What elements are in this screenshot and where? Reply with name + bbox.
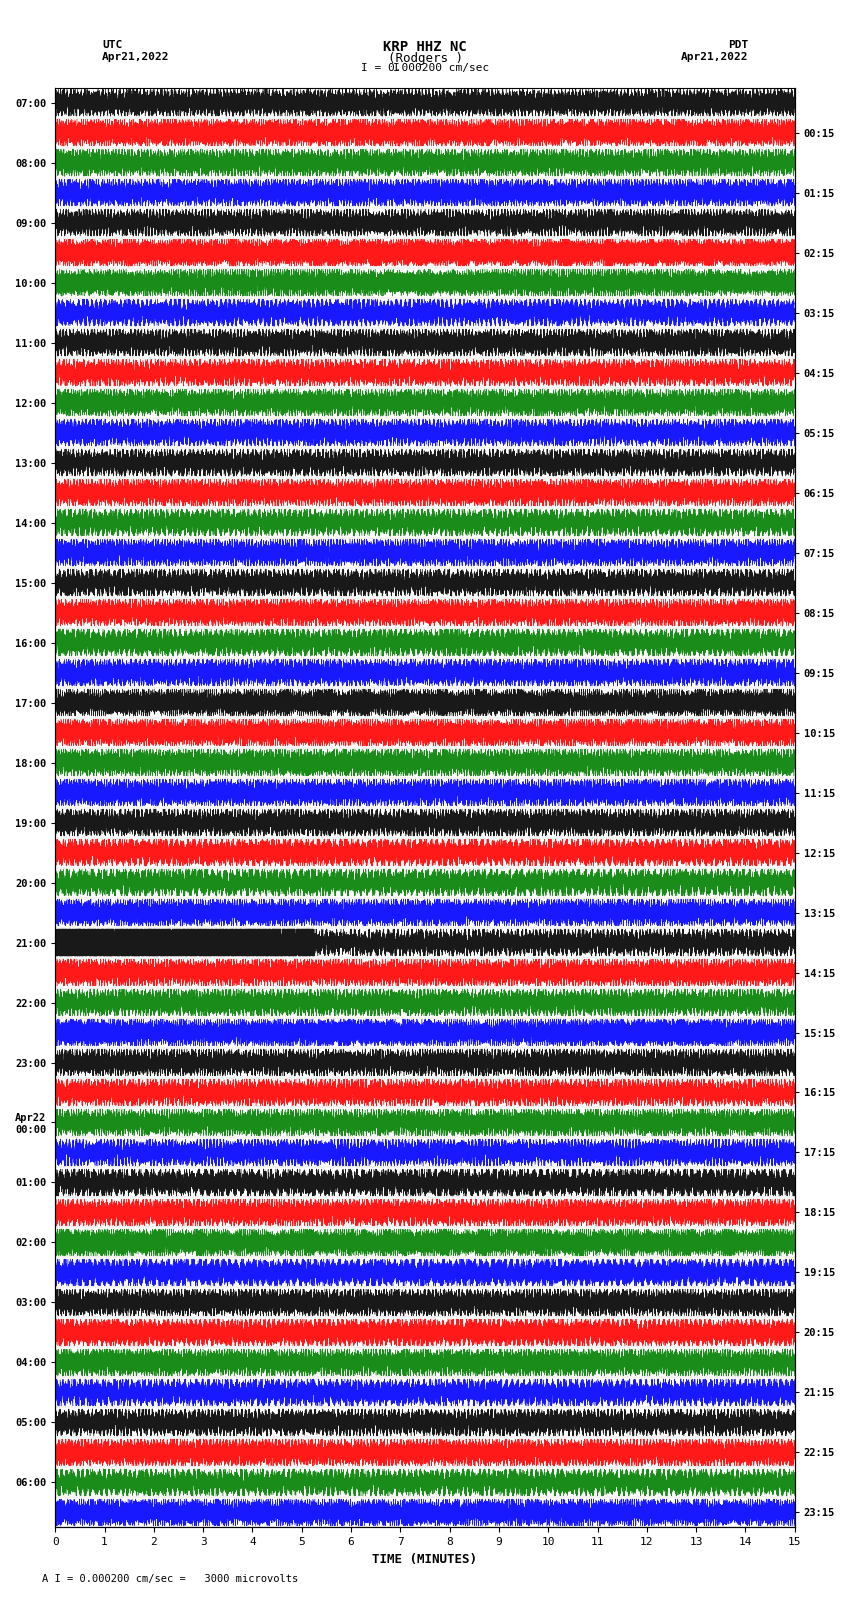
X-axis label: TIME (MINUTES): TIME (MINUTES) <box>372 1553 478 1566</box>
Text: I: I <box>393 63 400 73</box>
Text: KRP HHZ NC: KRP HHZ NC <box>383 40 467 55</box>
Text: A I = 0.000200 cm/sec =   3000 microvolts: A I = 0.000200 cm/sec = 3000 microvolts <box>42 1574 298 1584</box>
Text: (Rodgers ): (Rodgers ) <box>388 52 462 65</box>
Text: UTC: UTC <box>102 40 122 50</box>
Text: PDT: PDT <box>728 40 748 50</box>
Text: I = 0.000200 cm/sec: I = 0.000200 cm/sec <box>361 63 489 73</box>
Text: Apr21,2022: Apr21,2022 <box>102 52 169 61</box>
Text: Apr21,2022: Apr21,2022 <box>681 52 748 61</box>
